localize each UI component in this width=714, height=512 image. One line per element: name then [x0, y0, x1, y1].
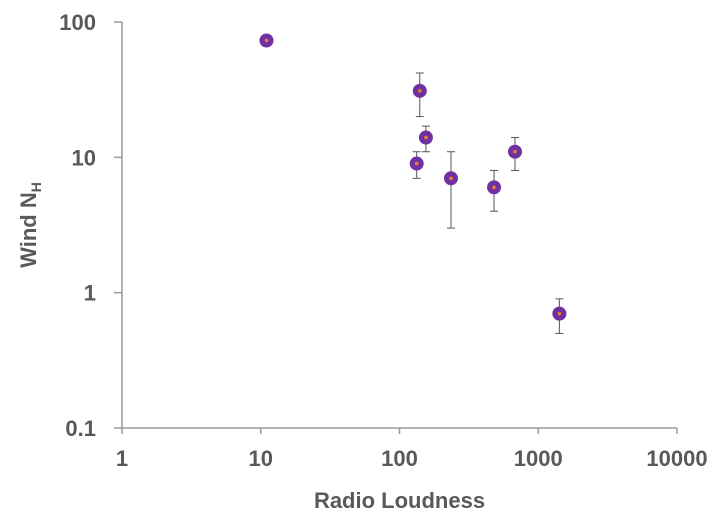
y-ticks: 0.1 1 10 100	[59, 10, 122, 441]
x-tick-label: 1	[116, 446, 128, 471]
y-axis-title-subscript: H	[28, 182, 44, 192]
x-axis-title: Radio Loudness	[314, 488, 485, 512]
x-tick-label: 10000	[646, 446, 707, 471]
data-point-center	[424, 135, 428, 140]
axes	[121, 22, 677, 429]
data-point-center	[492, 185, 496, 190]
data-point-center	[557, 311, 562, 316]
y-tick-label: 10	[72, 145, 96, 170]
error-bars	[412, 72, 564, 334]
data-point-center	[264, 38, 269, 43]
data-point-center	[417, 89, 422, 93]
x-tick-label: 1000	[514, 446, 563, 471]
y-tick-label: 1	[84, 281, 96, 306]
x-tick-label: 10	[249, 446, 273, 471]
x-ticks: 1 10 100 1000 10000	[116, 428, 708, 471]
data-points	[259, 33, 567, 321]
data-point-center	[449, 176, 453, 181]
y-axis-title-main: Wind N	[16, 192, 41, 268]
x-tick-label: 100	[381, 446, 418, 471]
y-axis-title: Wind NH	[16, 182, 44, 268]
y-tick-label: 0.1	[65, 416, 96, 441]
data-point-center	[414, 161, 419, 166]
data-point-center	[513, 149, 517, 154]
y-tick-label: 100	[59, 10, 96, 35]
